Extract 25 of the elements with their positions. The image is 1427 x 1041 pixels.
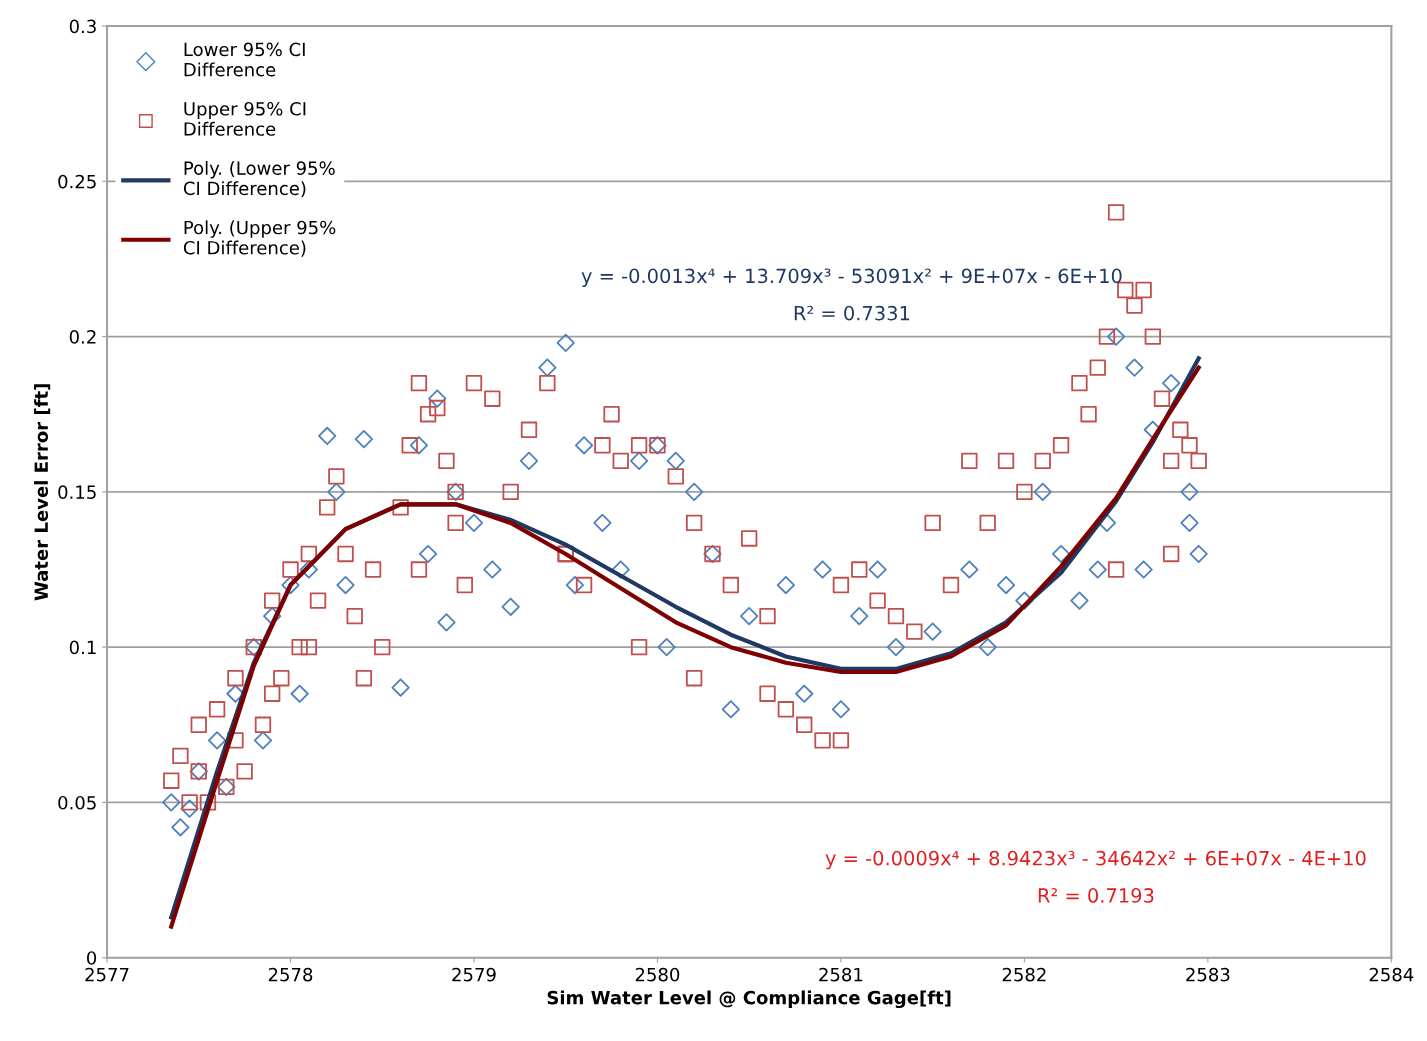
legend-label: Poly. (Upper 95% CI Difference) [183,220,336,257]
y-tick-label: 0.25 [58,174,96,189]
x-tick-label: 2583 [1186,967,1230,982]
legend-label: Lower 95% CI Difference [184,42,305,77]
x-tick-label: 2578 [268,967,313,982]
x-tick-label: 2579 [452,967,496,982]
legend-label: Poly. (Lower 95% CI Difference) [183,160,335,198]
y-axis-title: Water Level Error [ft] [34,384,51,601]
y-tick-label: 0.2 [69,330,96,344]
x-tick-label: 2584 [1369,967,1414,982]
annotation: R² = 0.7331 [794,305,910,321]
y-tick-label: 0.05 [58,795,96,810]
annotation: y = -0.0013x⁴ + 13.709x³ - 53091x² + 9E+07x - 6E+10 [581,268,1122,287]
legend-label: Upper 95% CI Difference [184,101,306,136]
x-tick-label: 2582 [1002,967,1046,982]
y-tick-label: 0 [87,951,97,965]
annotation: R² = 0.7193 [1038,888,1154,903]
annotation: y = -0.0009x⁴ + 8.9423x³ - 34642x² + 6E+07x - 4E+10 [825,850,1366,870]
y-tick-label: 0.1 [69,640,96,655]
x-tick-label: 2581 [819,967,863,982]
x-tick-label: 2577 [85,967,129,982]
x-tick-label: 2580 [635,967,680,982]
y-tick-label: 0.15 [58,485,96,499]
x-axis-title: Sim Water Level @ Compliance Gage[ft] [547,990,951,1009]
y-tick-label: 0.3 [69,19,96,34]
